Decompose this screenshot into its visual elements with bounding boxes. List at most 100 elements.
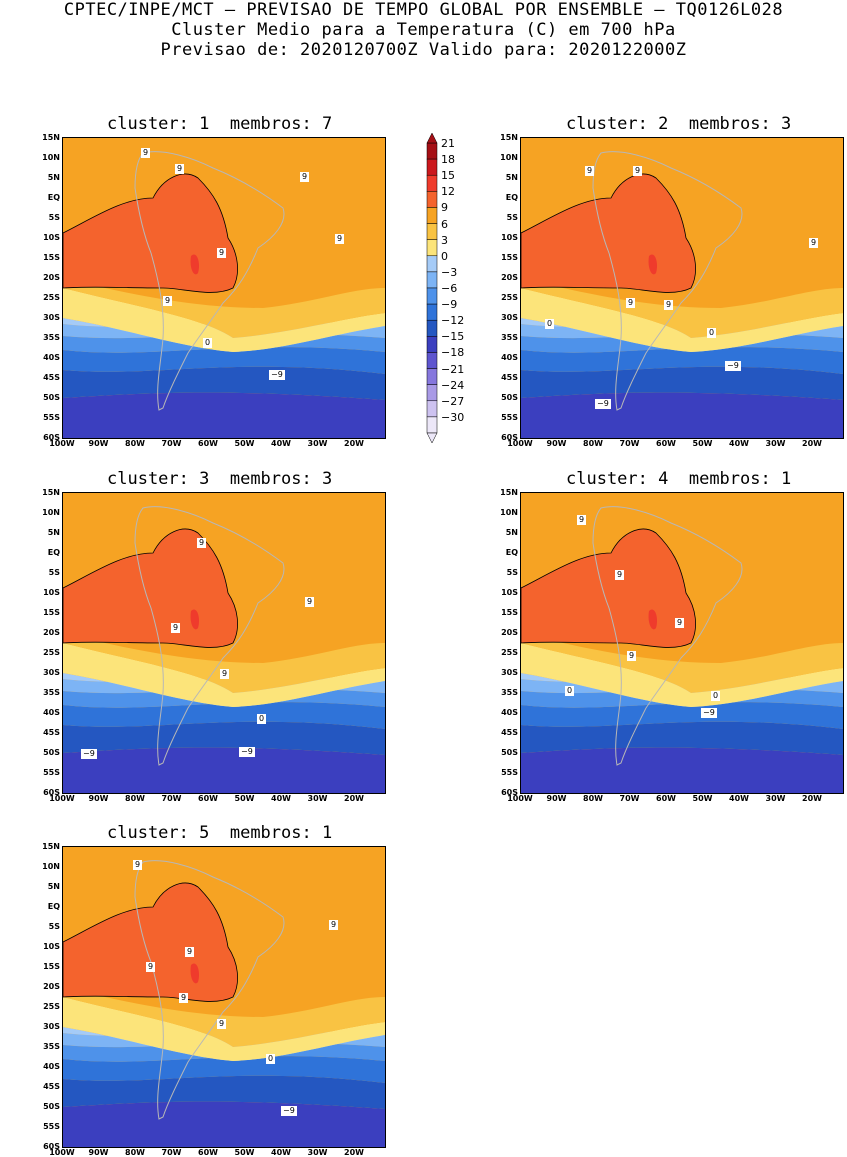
y-tick-label: 50S: [43, 748, 60, 757]
x-tick-label: 40W: [729, 794, 749, 803]
temperature-band: [63, 288, 385, 352]
y-tick-label: 55S: [43, 413, 60, 422]
map-area: 9 9 9 9 9 9 0 −9: [62, 846, 386, 1148]
y-tick-label: 25S: [501, 293, 518, 302]
y-tick-label: 35S: [43, 688, 60, 697]
y-tick-label: 15N: [500, 133, 518, 142]
members-label: membros: 3: [688, 114, 792, 134]
y-tick-label: 45S: [43, 373, 60, 382]
colorbar-label: 0: [441, 249, 448, 263]
colorbar-label: −15: [441, 330, 465, 344]
y-tick-label: 55S: [43, 1122, 60, 1131]
temperature-band: [63, 1101, 385, 1147]
x-tick-label: 100W: [49, 1148, 75, 1157]
colorbar-label: 3: [441, 233, 448, 247]
x-tick-label: 70W: [619, 439, 640, 448]
temperature-band: [521, 643, 843, 707]
contour-label: 9: [615, 570, 625, 580]
colorbar-swatch: [426, 191, 438, 208]
y-tick-label: 60S: [43, 788, 60, 797]
temperature-band: [63, 987, 385, 1047]
y-tick-label: 50S: [43, 393, 60, 402]
y-tick-label: 30S: [43, 1022, 60, 1031]
continent-outline: [592, 151, 743, 411]
y-tick-label: 5N: [47, 173, 60, 182]
y-tick-label: 30S: [43, 313, 60, 322]
contour-label: 0: [266, 1054, 276, 1064]
y-tick-label: 5N: [47, 528, 60, 537]
map-svg: [63, 847, 385, 1147]
cluster-label: cluster: 1: [107, 114, 210, 134]
x-tick-label: 70W: [619, 794, 640, 803]
temperature-band: [521, 347, 843, 374]
y-tick-label: 25S: [43, 293, 60, 302]
x-tick-label: 60W: [198, 439, 218, 448]
x-tick-label: 80W: [125, 1148, 145, 1157]
temperature-band: [63, 702, 385, 729]
y-tick-label: 10S: [43, 233, 60, 242]
temperature-band: [521, 702, 843, 729]
y-tick-label: 15N: [42, 488, 60, 497]
y-tick-label: 20S: [501, 628, 518, 637]
y-tick-label: 5N: [505, 528, 518, 537]
y-tick-label: 55S: [501, 768, 518, 777]
x-tick-label: 70W: [161, 794, 182, 803]
colorbar-swatch: [426, 158, 438, 176]
contour-label: 0: [203, 338, 213, 348]
colorbar-swatch: [426, 336, 438, 353]
header-title: CPTEC/INPE/MCT — PREVISAO DE TEMPO GLOBA…: [63, 0, 784, 20]
x-tick-label: 90W: [546, 439, 567, 448]
header-subtitle: Cluster Medio para a Temperatura (C) em …: [171, 20, 676, 40]
y-tick-label: 5N: [47, 882, 60, 891]
temperature-band: [63, 721, 385, 755]
map-svg: [63, 138, 385, 438]
hot-spot: [190, 609, 200, 630]
x-tick-label: 30W: [307, 1148, 328, 1157]
continent-outline: [134, 860, 285, 1120]
x-tick-label: 50W: [234, 439, 255, 448]
x-tick-label: 40W: [271, 794, 291, 803]
y-tick-label: 20S: [43, 982, 60, 991]
x-tick-label: 70W: [161, 439, 182, 448]
y-tick-label: 60S: [501, 788, 518, 797]
colorbar-swatch: [426, 207, 438, 224]
temperature-band: [63, 278, 385, 338]
contour-label: 9: [179, 993, 189, 1003]
y-tick-label: 15N: [42, 842, 60, 851]
contour-label: 9: [809, 238, 819, 248]
x-tick-label: 60W: [198, 794, 218, 803]
colorbar-swatch: [426, 142, 438, 160]
x-tick-label: 100W: [49, 794, 75, 803]
y-tick-label: 30S: [43, 668, 60, 677]
hot-spot: [648, 254, 658, 275]
y-tick-label: 50S: [501, 393, 518, 402]
colorbar-swatch: [426, 255, 438, 273]
x-tick-label: 60W: [198, 1148, 218, 1157]
y-tick-label: 35S: [43, 1042, 60, 1051]
colorbar-swatch: [426, 239, 438, 257]
map-svg: [521, 138, 843, 438]
colorbar-swatch: [426, 174, 438, 192]
y-tick-label: EQ: [505, 548, 518, 557]
x-tick-label: 100W: [507, 794, 533, 803]
y-tick-label: 30S: [501, 313, 518, 322]
colorbar-label: −30: [441, 410, 465, 424]
panel-title: cluster: 2 membros: 3: [566, 114, 791, 134]
y-tick-label: 5S: [48, 568, 60, 577]
temperature-band: [521, 633, 843, 693]
contour-label: 9: [175, 164, 185, 174]
x-tick-label: 40W: [729, 439, 749, 448]
x-tick-label: 80W: [583, 439, 603, 448]
x-tick-label: 100W: [49, 439, 75, 448]
continent-outline: [134, 151, 285, 411]
y-tick-label: 60S: [43, 433, 60, 442]
colorbar-label: −21: [441, 362, 465, 376]
x-tick-label: 20W: [802, 794, 822, 803]
y-tick-label: 40S: [501, 353, 518, 362]
y-tick-label: 30S: [501, 668, 518, 677]
temperature-band: [63, 392, 385, 438]
y-tick-label: 60S: [43, 1142, 60, 1151]
contour-label: 0: [257, 714, 267, 724]
contour-label: 9: [329, 920, 339, 930]
map-area: 9 9 9 9 0 −9 −9: [62, 492, 386, 794]
